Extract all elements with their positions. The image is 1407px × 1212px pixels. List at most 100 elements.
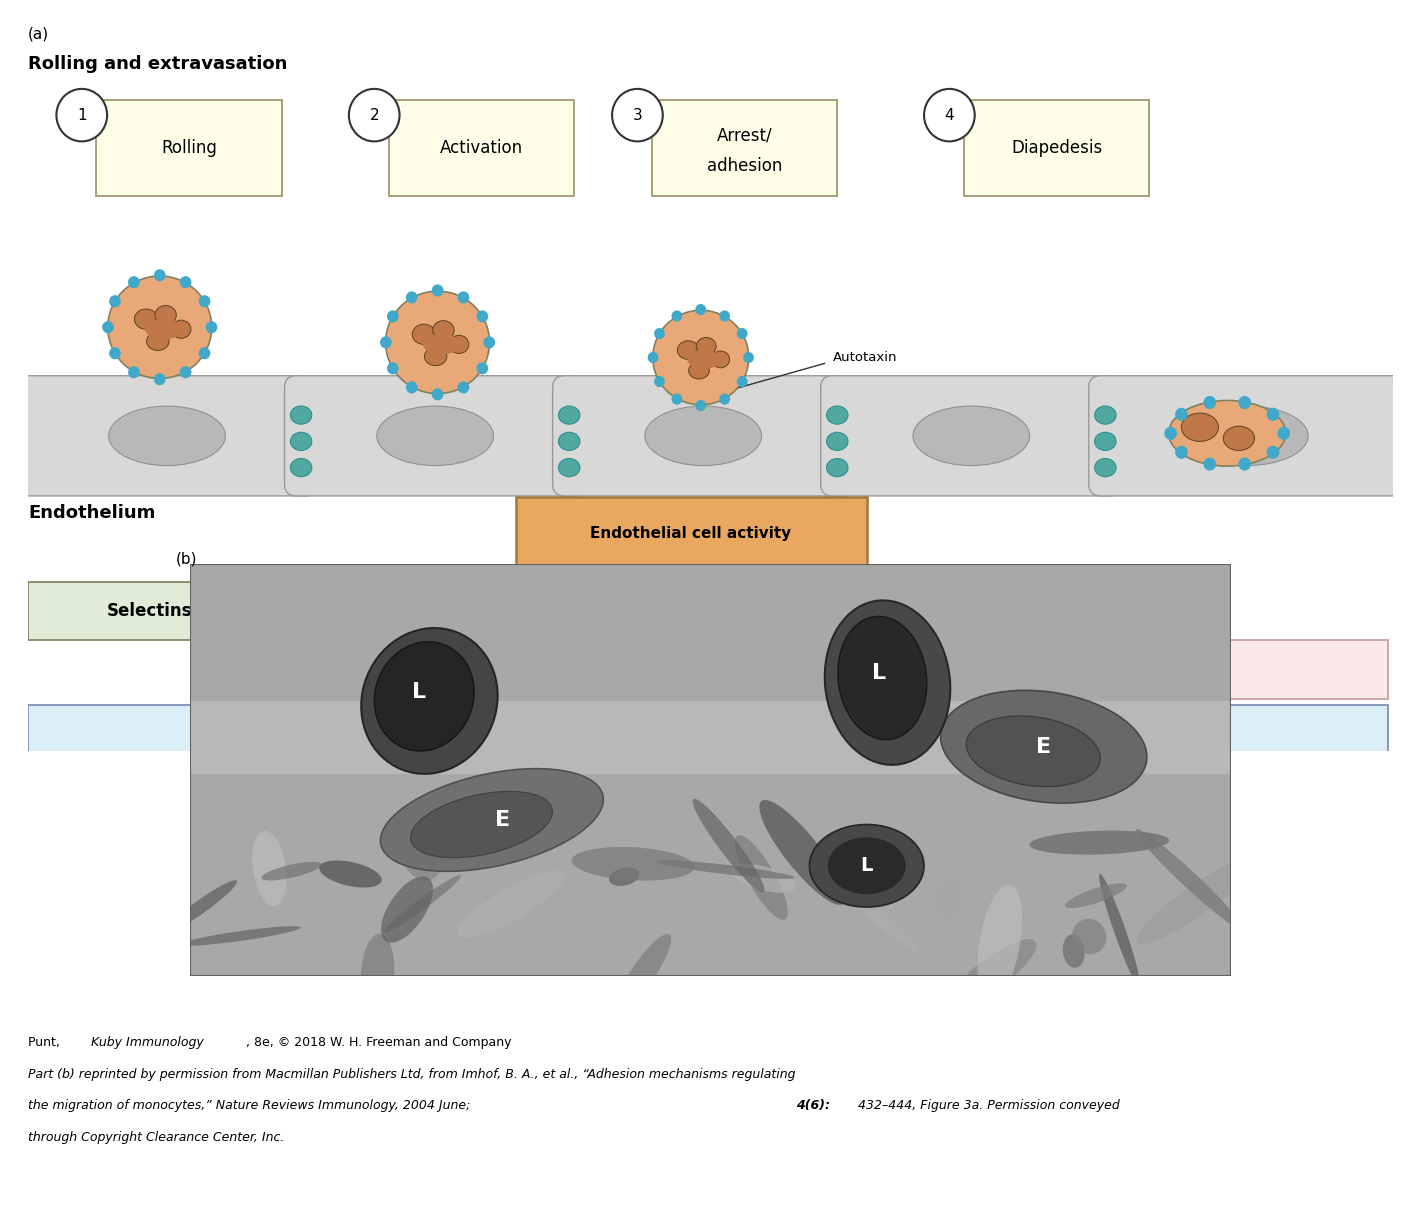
Circle shape (671, 394, 682, 405)
Ellipse shape (1095, 458, 1116, 476)
Ellipse shape (644, 406, 761, 465)
Ellipse shape (559, 433, 580, 451)
Ellipse shape (687, 350, 722, 368)
Text: Chemokines: Chemokines (651, 725, 765, 743)
Ellipse shape (937, 877, 961, 919)
Circle shape (719, 310, 730, 321)
Ellipse shape (424, 335, 460, 354)
Circle shape (380, 336, 391, 349)
Ellipse shape (1169, 400, 1286, 467)
Text: Endothelium: Endothelium (28, 504, 156, 522)
Ellipse shape (425, 348, 447, 366)
Ellipse shape (837, 617, 927, 739)
Ellipse shape (688, 362, 709, 379)
Ellipse shape (978, 885, 1021, 1001)
Text: 432–444, Figure 3a. Permission conveyed: 432–444, Figure 3a. Permission conveyed (854, 1099, 1120, 1113)
Ellipse shape (1137, 857, 1256, 944)
Circle shape (654, 376, 666, 387)
Ellipse shape (967, 716, 1100, 787)
Ellipse shape (950, 939, 1037, 1006)
FancyBboxPatch shape (224, 640, 1389, 699)
FancyBboxPatch shape (190, 701, 1231, 774)
Ellipse shape (180, 926, 301, 945)
Circle shape (484, 336, 495, 349)
Ellipse shape (653, 310, 749, 405)
Ellipse shape (825, 600, 950, 765)
Text: E: E (1036, 737, 1051, 756)
Ellipse shape (377, 406, 494, 465)
Circle shape (432, 388, 443, 400)
Ellipse shape (108, 406, 225, 465)
Ellipse shape (319, 861, 381, 887)
FancyBboxPatch shape (1089, 376, 1404, 496)
Text: Integrins and Ig superfamily members: Integrins and Ig superfamily members (626, 661, 985, 679)
Circle shape (743, 351, 754, 364)
Ellipse shape (108, 276, 211, 378)
Circle shape (1266, 407, 1279, 421)
Circle shape (924, 88, 975, 142)
Text: Kuby Immunology: Kuby Immunology (91, 1036, 204, 1050)
Ellipse shape (172, 320, 191, 338)
Ellipse shape (826, 458, 848, 476)
Circle shape (1175, 407, 1188, 421)
Ellipse shape (1062, 934, 1085, 967)
FancyBboxPatch shape (651, 99, 837, 196)
Circle shape (695, 304, 706, 315)
Ellipse shape (827, 837, 906, 894)
Ellipse shape (1182, 413, 1218, 441)
Ellipse shape (1223, 427, 1255, 451)
Ellipse shape (381, 876, 433, 943)
Ellipse shape (155, 305, 176, 325)
Ellipse shape (559, 458, 580, 476)
Circle shape (205, 321, 217, 333)
Ellipse shape (290, 406, 312, 424)
Circle shape (128, 276, 139, 288)
Circle shape (110, 296, 121, 308)
Circle shape (153, 373, 166, 385)
Circle shape (612, 88, 663, 142)
Circle shape (1203, 396, 1216, 410)
Circle shape (654, 328, 666, 339)
Text: 1: 1 (77, 108, 87, 122)
Ellipse shape (380, 768, 604, 871)
Text: Part (b) reprinted by permission from Macmillan Publishers Ltd, from Imhof, B. A: Part (b) reprinted by permission from Ma… (28, 1068, 795, 1081)
Ellipse shape (262, 862, 322, 880)
Ellipse shape (145, 319, 182, 339)
FancyBboxPatch shape (28, 582, 272, 640)
Circle shape (198, 296, 211, 308)
Circle shape (405, 291, 418, 303)
Text: adhesion: adhesion (706, 158, 782, 176)
Ellipse shape (571, 847, 695, 881)
Ellipse shape (252, 831, 287, 907)
Circle shape (1278, 427, 1290, 440)
Ellipse shape (411, 791, 553, 858)
Circle shape (198, 347, 211, 359)
Circle shape (110, 347, 121, 359)
FancyBboxPatch shape (553, 376, 854, 496)
FancyBboxPatch shape (964, 99, 1150, 196)
Text: (a): (a) (28, 27, 49, 41)
Circle shape (432, 285, 443, 297)
Circle shape (405, 382, 418, 394)
Circle shape (671, 310, 682, 321)
FancyBboxPatch shape (190, 564, 1231, 976)
Ellipse shape (817, 862, 917, 950)
Circle shape (1266, 446, 1279, 459)
Circle shape (477, 310, 488, 322)
Ellipse shape (165, 880, 236, 933)
Ellipse shape (290, 433, 312, 451)
Text: 4: 4 (944, 108, 954, 122)
Ellipse shape (826, 406, 848, 424)
Ellipse shape (1030, 830, 1169, 854)
Circle shape (1238, 457, 1251, 470)
Ellipse shape (760, 800, 846, 905)
Circle shape (153, 269, 166, 281)
Ellipse shape (696, 337, 716, 355)
Circle shape (180, 366, 191, 378)
Circle shape (103, 321, 114, 333)
FancyBboxPatch shape (820, 376, 1121, 496)
Ellipse shape (1135, 829, 1244, 930)
Ellipse shape (809, 824, 924, 907)
Text: Endothelial cell activity: Endothelial cell activity (591, 526, 792, 541)
Ellipse shape (290, 458, 312, 476)
